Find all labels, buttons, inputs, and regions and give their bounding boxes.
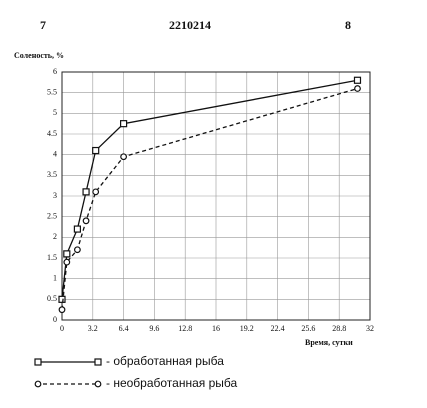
- x-tick-label: 0: [60, 324, 64, 333]
- x-tick-label: 9.6: [149, 324, 159, 333]
- y-tick-label: 0.5: [47, 294, 57, 303]
- y-tick-label: 5: [53, 108, 57, 117]
- marker: [354, 85, 361, 92]
- y-tick-label: 3: [53, 191, 57, 200]
- x-tick-label: 28.8: [332, 324, 346, 333]
- y-tick-label: 3.5: [47, 170, 57, 179]
- y-tick-label: 2.5: [47, 211, 57, 220]
- marker: [94, 380, 102, 388]
- marker: [34, 380, 42, 388]
- x-tick-label: 16: [212, 324, 220, 333]
- x-tick-label: 6.4: [119, 324, 129, 333]
- y-tick-label: 4.5: [47, 129, 57, 138]
- marker: [63, 250, 71, 258]
- marker: [34, 358, 42, 366]
- x-axis-title: Время, сутки: [305, 338, 353, 347]
- marker: [58, 295, 66, 303]
- page-number-right: 8: [345, 18, 351, 32]
- y-tick-label: 6: [53, 67, 57, 76]
- x-tick-label: 19.2: [240, 324, 254, 333]
- marker: [82, 217, 90, 225]
- marker: [92, 188, 100, 196]
- y-tick-label: 2: [53, 232, 57, 241]
- legend-label: - обработанная рыба: [106, 354, 224, 368]
- marker: [58, 306, 66, 314]
- y-axis-title: Соленость, %: [14, 51, 64, 60]
- plot-frame: [61, 71, 371, 321]
- marker: [119, 120, 128, 128]
- patent-number: 2210214: [169, 18, 211, 32]
- y-tick-label: 5.5: [47, 87, 57, 96]
- marker: [82, 188, 90, 196]
- legend-label: - необработанная рыба: [106, 376, 238, 390]
- y-tick-label: 1.5: [47, 253, 57, 262]
- x-tick-label: 25.6: [301, 324, 315, 333]
- page-number-left: 7: [40, 18, 46, 32]
- marker: [353, 76, 362, 84]
- marker: [63, 258, 71, 266]
- marker: [73, 225, 82, 233]
- x-tick-label: 22.4: [271, 324, 285, 333]
- y-tick-label: 0: [53, 315, 57, 324]
- marker: [73, 246, 81, 254]
- x-tick-label: 12.8: [178, 324, 192, 333]
- y-tick-label: 1: [53, 273, 57, 282]
- series-line: [61, 87, 358, 310]
- marker: [120, 153, 127, 161]
- marker: [92, 146, 100, 155]
- y-tick-label: 4: [53, 149, 57, 158]
- x-tick-label: 32: [366, 324, 374, 333]
- marker: [94, 358, 102, 366]
- x-tick-label: 3.2: [88, 324, 98, 333]
